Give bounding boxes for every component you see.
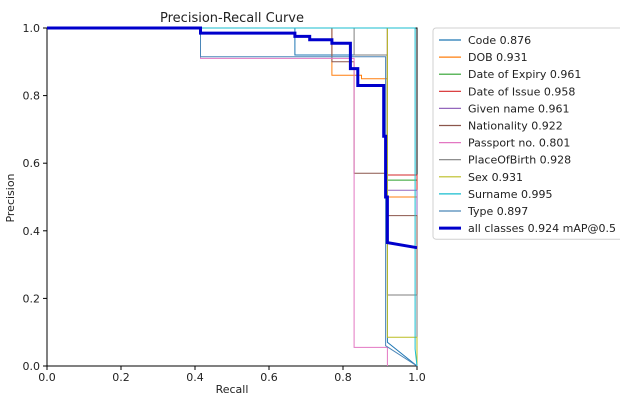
legend-entry: Date of Expiry 0.961 <box>468 68 581 81</box>
x-axis-label: Recall <box>216 383 249 394</box>
y-tick-label: 0.8 <box>23 90 41 103</box>
legend-entry: Sex 0.931 <box>468 171 523 184</box>
y-tick-label: 0.6 <box>23 157 41 170</box>
x-tick-label: 1.0 <box>408 371 426 384</box>
legend: Code 0.876 DOB 0.931 Date of Expiry 0.961 D… <box>432 27 620 240</box>
chart-title: Precision-Recall Curve <box>160 11 304 26</box>
x-tick-label: 0.4 <box>186 371 204 384</box>
series-line-11 <box>47 26 418 250</box>
series-line-1 <box>47 27 418 366</box>
y-axis-label: Precision <box>4 173 17 222</box>
legend-entry: DOB 0.931 <box>468 51 528 64</box>
curves <box>47 26 418 367</box>
legend-entry: Surname 0.995 <box>468 188 552 201</box>
legend-entry: Given name 0.961 <box>468 102 570 115</box>
y-tick-label: 0.0 <box>23 360 41 373</box>
legend-entry: Type 0.897 <box>467 205 528 218</box>
legend-entry: Date of Issue 0.958 <box>468 85 575 98</box>
legend-box <box>432 27 620 240</box>
x-tick-label: 0.6 <box>260 371 278 384</box>
x-tick-label: 0.0 <box>38 371 56 384</box>
plot-area: 0.0 0.2 0.4 0.6 0.8 1.0 0.0 0.2 0.4 0.6 0.8 1.0 <box>23 22 426 384</box>
x-tick-label: 0.2 <box>112 371 130 384</box>
legend-entry: all classes 0.924 mAP@0.5 <box>468 222 616 235</box>
series-line-9 <box>47 27 418 367</box>
y-tick-label: 0.4 <box>23 225 41 238</box>
legend-entry: PlaceOfBirth 0.928 <box>468 154 571 167</box>
legend-entry: Code 0.876 <box>468 34 531 47</box>
x-tick-label: 0.8 <box>334 371 352 384</box>
series-line-6 <box>47 27 388 366</box>
y-tick-label: 1.0 <box>23 22 41 35</box>
legend-entry: Passport no. 0.801 <box>468 137 570 150</box>
y-tick-label: 0.2 <box>23 292 41 305</box>
legend-entry: Nationality 0.922 <box>468 120 563 133</box>
